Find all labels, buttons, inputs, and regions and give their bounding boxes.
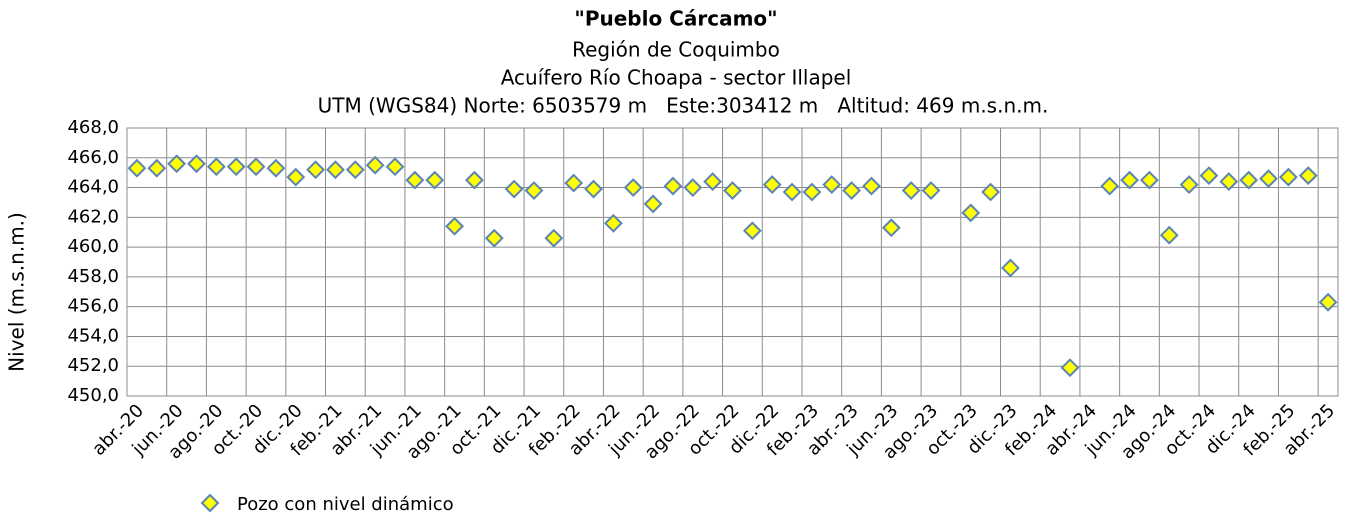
marker	[1159, 225, 1179, 245]
marker	[1239, 170, 1259, 190]
marker	[584, 179, 603, 199]
plot-border	[126, 127, 1339, 397]
marker	[1001, 258, 1020, 278]
marker	[683, 178, 703, 197]
marker	[1120, 170, 1139, 190]
marker	[504, 179, 524, 199]
marker	[206, 157, 226, 177]
marker	[663, 176, 683, 196]
marker	[544, 228, 564, 248]
y-tick-label: 468,0	[67, 117, 119, 138]
marker	[921, 181, 941, 200]
marker	[643, 194, 663, 214]
y-axis-label: Nivel (m.s.n.m.)	[5, 212, 29, 372]
marker	[723, 181, 742, 200]
marker	[822, 175, 842, 194]
marker	[405, 170, 425, 190]
marker	[187, 154, 206, 174]
marker	[802, 182, 822, 202]
marker	[1139, 170, 1159, 190]
marker	[1278, 167, 1298, 187]
marker	[603, 213, 623, 233]
marker	[385, 157, 405, 177]
marker	[1199, 166, 1219, 186]
marker	[266, 158, 286, 178]
marker	[286, 167, 306, 187]
marker	[345, 160, 365, 180]
marker	[1219, 172, 1239, 192]
y-tick-label: 464,0	[67, 177, 119, 198]
marker	[742, 221, 762, 241]
marker	[762, 175, 782, 194]
marker	[524, 181, 544, 200]
y-tick-label: 458,0	[67, 266, 119, 287]
marker	[981, 182, 1000, 202]
marker	[1179, 175, 1199, 194]
marker	[465, 170, 484, 190]
marker	[425, 170, 445, 190]
marker	[167, 154, 187, 174]
marker	[961, 203, 981, 223]
marker	[564, 173, 584, 193]
y-tick-label: 466,0	[67, 147, 119, 168]
marker	[1298, 166, 1318, 186]
y-tick-label: 460,0	[67, 236, 119, 257]
chart-subtitle: Acuífero Río Choapa - sector Illapel	[501, 66, 852, 90]
legend-label: Pozo con nivel dinámico	[237, 494, 454, 515]
marker	[445, 216, 464, 236]
marker	[147, 158, 167, 178]
y-tick-label: 462,0	[67, 206, 119, 227]
chart-subtitle: UTM (WGS84) Norte: 6503579 m Este:303412…	[318, 94, 1049, 118]
marker	[1259, 169, 1278, 189]
legend-marker	[200, 493, 220, 513]
marker	[1060, 358, 1080, 378]
marker	[484, 228, 504, 248]
marker	[862, 176, 881, 196]
marker	[782, 182, 802, 202]
marker	[1318, 292, 1338, 312]
y-tick-label: 452,0	[67, 355, 119, 376]
marker	[842, 181, 862, 200]
chart-title: "Pueblo Cárcamo"	[574, 7, 777, 31]
marker	[127, 158, 147, 178]
marker	[901, 181, 921, 200]
chart-subtitle: Región de Coquimbo	[572, 38, 780, 62]
marker	[623, 178, 643, 197]
marker	[365, 155, 385, 175]
marker	[326, 160, 345, 180]
marker	[246, 157, 266, 177]
marker	[226, 157, 246, 177]
marker	[1100, 176, 1120, 196]
y-tick-label: 450,0	[67, 385, 119, 406]
marker	[881, 218, 901, 238]
marker	[306, 160, 326, 180]
y-tick-label: 454,0	[67, 325, 119, 346]
y-tick-label: 456,0	[67, 296, 119, 317]
marker	[703, 172, 723, 192]
